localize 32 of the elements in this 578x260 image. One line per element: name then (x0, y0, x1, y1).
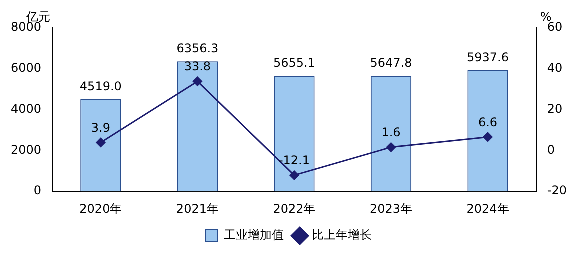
data-label: 5655.1 (273, 56, 316, 70)
x-tick-label: 2024年 (466, 202, 510, 216)
y2-tick-label: 0 (547, 142, 556, 157)
data-label: 3.9 (91, 120, 110, 135)
y2-tick-label: 60 (547, 20, 563, 34)
data-label: 6356.3 (176, 42, 219, 56)
y2-tick-label: -20 (547, 184, 568, 198)
legend-label: 比上年增长 (312, 228, 372, 242)
point (290, 170, 300, 180)
y2-tick-label: 20 (547, 102, 563, 116)
point (96, 138, 106, 148)
y2-tick-label: 40 (547, 61, 563, 76)
data-label: 1.6 (382, 126, 401, 140)
point (483, 132, 493, 142)
data-label: 5937.6 (467, 50, 510, 64)
legend-label: 工业增加值 (224, 228, 284, 242)
y-axis-title: 亿元 (26, 10, 51, 24)
x-tick-label: 2023年 (370, 202, 413, 216)
data-label: -12.1 (278, 154, 310, 168)
y-tick-label: 4000 (10, 102, 42, 116)
point (386, 142, 396, 152)
x-tick-label: 2021年 (176, 202, 219, 216)
data-label: 5647.8 (370, 56, 412, 70)
y-tick-label: 6000 (10, 61, 42, 76)
y-tick-label: 0 (34, 184, 42, 198)
data-label: 6.6 (478, 115, 498, 130)
point (192, 76, 202, 86)
data-label: 4519.0 (80, 79, 122, 94)
data-label: 33.8 (184, 60, 212, 74)
y-tick-label: 2000 (10, 142, 42, 157)
x-tick-label: 2020年 (80, 202, 122, 216)
x-tick-label: 2022年 (273, 202, 316, 216)
